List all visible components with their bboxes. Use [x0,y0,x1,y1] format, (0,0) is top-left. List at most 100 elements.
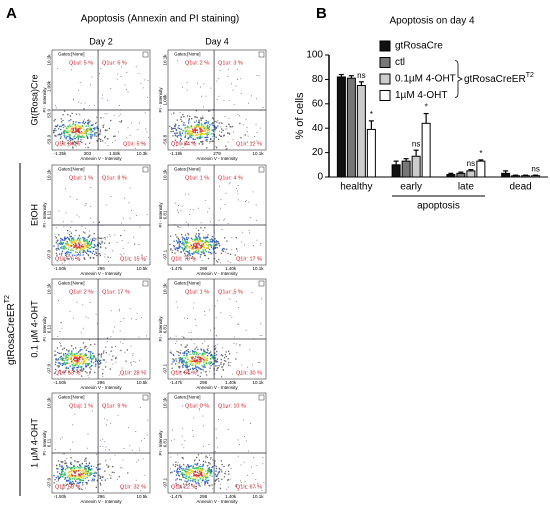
scatter-dot [176,370,178,372]
density-dot [173,112,175,114]
density-dot [66,258,68,260]
density-dot [95,135,97,137]
scatter-dot [227,141,229,143]
flow-plot: Gates:[None]Q1ul: 2 % Q1ur: 17 %Q1ll: 53 … [42,278,151,390]
density-dot [72,368,74,370]
y-tick-label: -59.8 [163,134,168,145]
scatter-dot [75,461,77,463]
density-dot [201,355,203,357]
x-tick-label: -1.19k [170,151,183,156]
density-dot [201,136,203,138]
density-dot [212,140,215,142]
y-tick-label: 10.1k [163,54,168,66]
density-dot [83,247,85,250]
scatter-dot [229,478,231,480]
density-dot [188,351,190,353]
density-dot [201,133,203,135]
density-dot [210,472,212,474]
density-dot [90,137,92,140]
density-dot [206,247,208,250]
density-dot [56,249,58,251]
density-dot [197,121,200,124]
density-dot [75,229,77,232]
density-dot [60,352,62,354]
scatter-dot [59,342,61,343]
density-dot [194,130,197,132]
density-dot [170,248,172,250]
scatter-dot [144,474,146,476]
density-dot [182,483,185,485]
density-dot [83,469,85,471]
density-dot [57,247,59,249]
density-dot [77,366,79,369]
scatter-dot [127,127,129,129]
density-dot [204,122,206,124]
density-dot [62,371,64,373]
density-dot [180,344,182,346]
scatter-dot [208,207,210,209]
density-dot [222,364,225,366]
density-dot [192,246,194,248]
density-dot [199,237,201,239]
density-dot [190,356,192,358]
density-dot [63,347,66,349]
scatter-dot [79,463,81,465]
density-dot [67,479,69,482]
density-dot [57,477,60,479]
density-dot [67,359,69,361]
density-dot [180,233,183,236]
density-dot [96,469,99,471]
bar [336,76,346,178]
density-dot [64,246,67,248]
density-dot [182,130,185,132]
density-dot [189,136,191,138]
density-dot [202,250,204,253]
density-dot [206,362,208,365]
density-dot [208,251,210,253]
scatter-dot [63,453,65,455]
density-dot [185,471,187,473]
density-dot [206,236,209,238]
density-dot [217,366,219,369]
density-dot [196,365,198,368]
density-dot [62,470,64,473]
density-dot [62,114,64,116]
x-tick-label: dead [510,182,532,193]
scatter-dot [99,243,100,245]
scatter-dot [122,459,124,461]
density-dot [56,124,59,127]
density-dot [175,132,177,134]
scatter-dot [117,415,119,417]
density-dot [204,254,207,257]
density-dot [202,240,204,242]
density-dot [228,361,230,364]
density-dot [74,474,76,477]
density-dot [92,352,94,354]
density-dot [87,122,89,124]
density-dot [61,468,64,471]
density-dot [72,128,75,130]
significance-label: ns [412,139,420,148]
density-dot [60,471,63,473]
density-dot [206,247,208,249]
scatter-dot [60,343,62,345]
density-dot [215,359,217,362]
scatter-dot [146,131,148,133]
density-dot [87,243,89,245]
density-dot [198,121,200,123]
scatter-dot [191,430,193,431]
density-dot [181,236,184,238]
density-dot [82,250,84,252]
density-dot [73,124,76,127]
density-dot [59,465,61,467]
density-dot [187,245,189,248]
density-dot [75,480,77,482]
y-tick-label: 6.81 [163,324,168,333]
scatter-dot [235,85,237,87]
density-dot [176,470,178,472]
density-dot [87,363,89,365]
scatter-dot [251,466,252,468]
scatter-dot [91,76,93,78]
density-dot [181,246,183,249]
density-dot [92,357,94,359]
